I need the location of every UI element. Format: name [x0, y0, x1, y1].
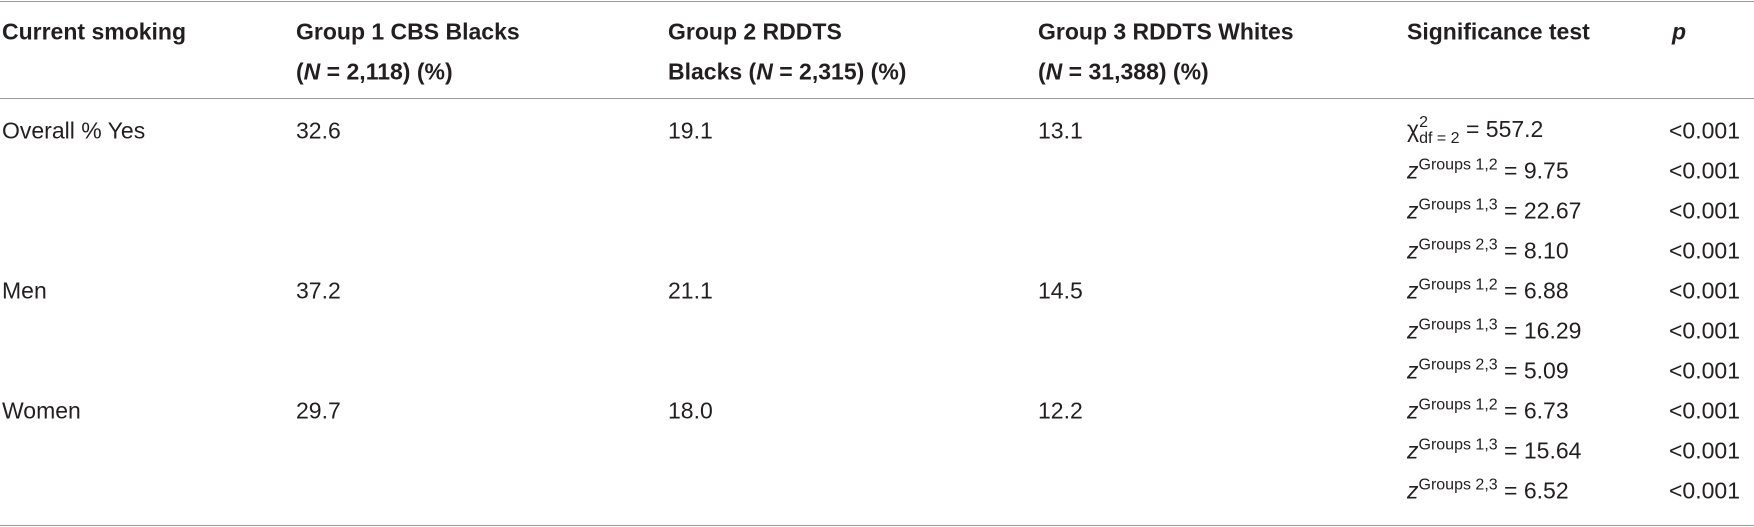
test-symbol: z: [1407, 157, 1419, 184]
test-value: = 9.75: [1497, 157, 1569, 184]
p-value: <0.001: [1669, 477, 1740, 504]
header-text: N: [303, 58, 321, 85]
header-cell: (N = 31,388) (%): [1038, 58, 1209, 85]
header-text: = 2,118) (%): [320, 58, 453, 85]
test-formula: zGroups 1,3 = 15.64: [1407, 436, 1582, 464]
test-formula: zGroups 2,3 = 8.10: [1407, 236, 1569, 264]
value-cell: 29.7: [296, 397, 341, 424]
value-cell: 14.5: [1038, 277, 1083, 304]
header-text: N: [756, 58, 773, 85]
value-cell: 21.1: [668, 277, 713, 304]
header-rule: [0, 98, 1754, 99]
value-cell: 13.1: [1038, 117, 1083, 144]
test-formula: zGroups 1,3 = 22.67: [1407, 196, 1582, 224]
superscript: Groups 1,2: [1418, 276, 1498, 294]
p-value: <0.001: [1669, 197, 1740, 224]
header-cell: Current smoking: [2, 18, 187, 45]
header-text: Group 2 RDDTS: [668, 18, 842, 45]
header-text: Group 3 RDDTS Whites: [1038, 18, 1294, 45]
header-cell: p: [1672, 18, 1687, 45]
superscript: Groups 1,2: [1418, 396, 1498, 414]
test-formula: χ 2 df = 2 = 557.2: [1407, 115, 1543, 147]
test-symbol: z: [1407, 437, 1419, 464]
value-cell: 18.0: [668, 397, 713, 424]
p-value: <0.001: [1669, 237, 1740, 264]
superscript: Groups 1,2: [1418, 156, 1498, 174]
value-cell: 12.2: [1038, 397, 1083, 424]
header-cell: Blacks (N = 2,315) (%): [668, 58, 907, 85]
superscript: Groups 1,3: [1418, 436, 1498, 454]
header-cell: (N = 2,118) (%): [296, 58, 453, 85]
header-cell: Significance test: [1407, 18, 1590, 45]
test-value: = 6.88: [1497, 277, 1569, 304]
superscript: 2: [1419, 114, 1428, 131]
header-text: (: [296, 58, 304, 85]
row-label: Overall % Yes: [2, 117, 146, 144]
superscript: Groups 2,3: [1418, 356, 1498, 374]
header-text: Blacks (: [668, 58, 757, 85]
superscript: Groups 2,3: [1418, 236, 1498, 254]
p-value: <0.001: [1669, 277, 1740, 304]
p-value: <0.001: [1669, 117, 1740, 144]
header-cell: Group 2 RDDTS: [668, 18, 842, 45]
value-cell: 32.6: [296, 117, 341, 144]
test-symbol: z: [1407, 317, 1419, 344]
test-value: = 22.67: [1497, 197, 1582, 224]
test-symbol: z: [1407, 397, 1419, 424]
superscript: Groups 2,3: [1418, 476, 1498, 494]
top-rule: [0, 1, 1754, 2]
test-value: = 6.73: [1497, 397, 1569, 424]
p-value: <0.001: [1669, 437, 1740, 464]
test-symbol: z: [1407, 277, 1419, 304]
p-value: <0.001: [1669, 397, 1740, 424]
test-value: = 16.29: [1497, 317, 1582, 344]
test-formula: zGroups 1,2 = 9.75: [1407, 156, 1569, 184]
superscript: Groups 1,3: [1418, 196, 1498, 214]
test-symbol: z: [1407, 237, 1419, 264]
test-value: = 6.52: [1497, 477, 1569, 504]
row-label: Men: [2, 277, 47, 304]
script-stack: 2 df = 2: [1419, 115, 1459, 147]
header-cell: Group 3 RDDTS Whites: [1038, 18, 1294, 45]
header-text: = 31,388) (%): [1062, 58, 1209, 85]
value-cell: 37.2: [296, 277, 341, 304]
test-value: = 15.64: [1497, 437, 1582, 464]
header-text: Current smoking: [2, 18, 187, 45]
superscript: Groups 1,3: [1418, 316, 1498, 334]
row-label: Women: [2, 397, 81, 424]
test-formula: zGroups 2,3 = 5.09: [1407, 356, 1569, 384]
test-value: = 8.10: [1497, 237, 1569, 264]
value-cell: 19.1: [668, 117, 713, 144]
header-text: Significance test: [1407, 18, 1590, 45]
test-symbol: z: [1407, 357, 1419, 384]
test-formula: zGroups 2,3 = 6.52: [1407, 476, 1569, 504]
test-formula: zGroups 1,3 = 16.29: [1407, 316, 1582, 344]
header-text: p: [1672, 18, 1687, 45]
subscript: df = 2: [1419, 130, 1460, 147]
test-symbol: χ: [1407, 116, 1420, 143]
p-value: <0.001: [1669, 157, 1740, 184]
header-text: (: [1038, 58, 1046, 85]
test-symbol: z: [1407, 197, 1419, 224]
bottom-rule: [0, 525, 1754, 526]
test-value: = 5.09: [1497, 357, 1569, 384]
header-text: = 2,315) (%): [772, 58, 907, 85]
p-value: <0.001: [1669, 357, 1740, 384]
header-cell: Group 1 CBS Blacks: [296, 18, 520, 45]
test-formula: zGroups 1,2 = 6.73: [1407, 396, 1569, 424]
test-formula: zGroups 1,2 = 6.88: [1407, 276, 1569, 304]
p-value: <0.001: [1669, 317, 1740, 344]
test-value: = 557.2: [1459, 116, 1544, 143]
header-text: N: [1045, 58, 1063, 85]
test-symbol: z: [1407, 477, 1419, 504]
header-text: Group 1 CBS Blacks: [296, 18, 520, 45]
